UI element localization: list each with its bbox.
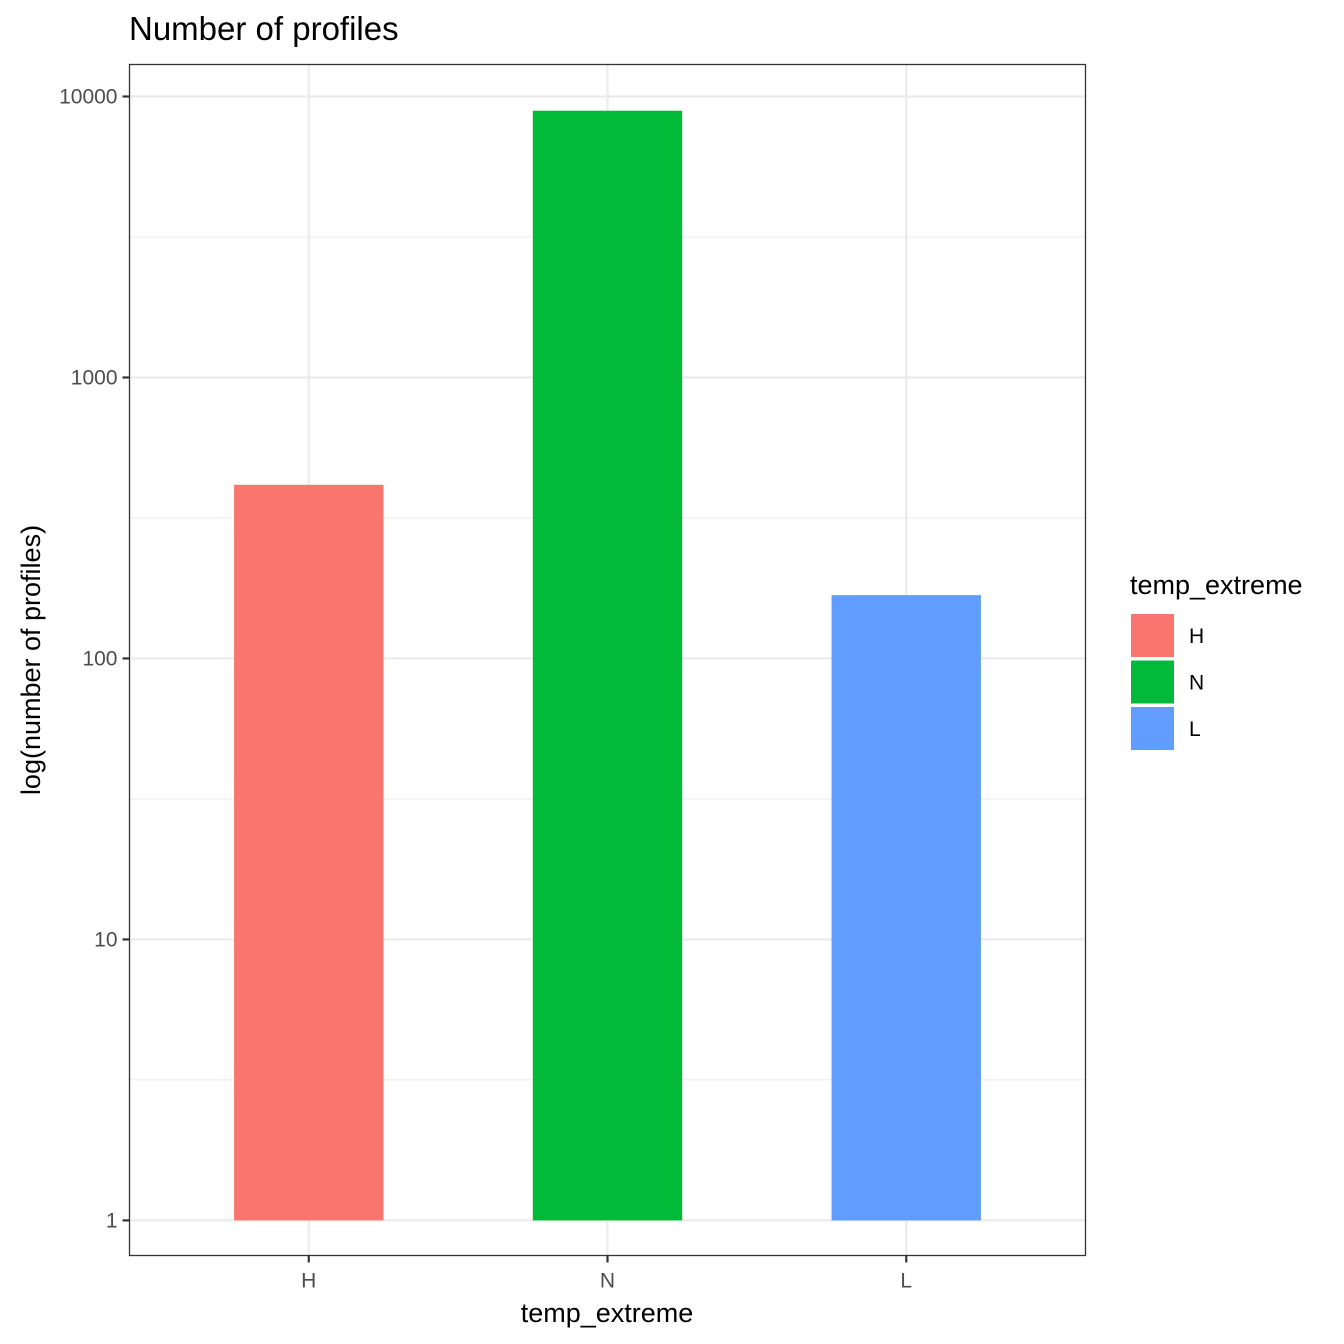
legend-key-L [1131,707,1174,750]
bar-N [532,110,683,1221]
plot-panel [128,63,1087,1257]
y-tick-label: 10 [94,928,117,951]
legend-key-N [1131,660,1174,704]
y-axis: 1 10 100 1000 10000 [59,86,130,1232]
y-tick-label: 100 [82,647,117,670]
x-axis-title: temp_extreme [521,1298,694,1328]
bar-H [234,484,384,1221]
x-tick-label: N [600,1270,615,1293]
y-tick-label: 1 [106,1209,118,1232]
legend-title: temp_extreme [1130,570,1303,600]
y-tick-label: 1000 [71,366,118,389]
x-tick-label: H [301,1270,316,1293]
y-axis-title: log(number of profiles) [16,525,46,795]
legend: temp_extreme H NL [1130,570,1303,750]
legend-label-L: L [1189,718,1201,741]
legend-items: H NL [1131,614,1204,750]
bar-L [831,595,981,1221]
bars [234,110,981,1221]
legend-label-H: H [1189,625,1204,648]
legend-key-H [1131,614,1174,657]
x-tick-label: L [900,1270,912,1293]
y-tick-label: 10000 [59,86,117,109]
chart-title: Number of profiles [129,10,399,47]
legend-label-N: N [1189,672,1204,695]
